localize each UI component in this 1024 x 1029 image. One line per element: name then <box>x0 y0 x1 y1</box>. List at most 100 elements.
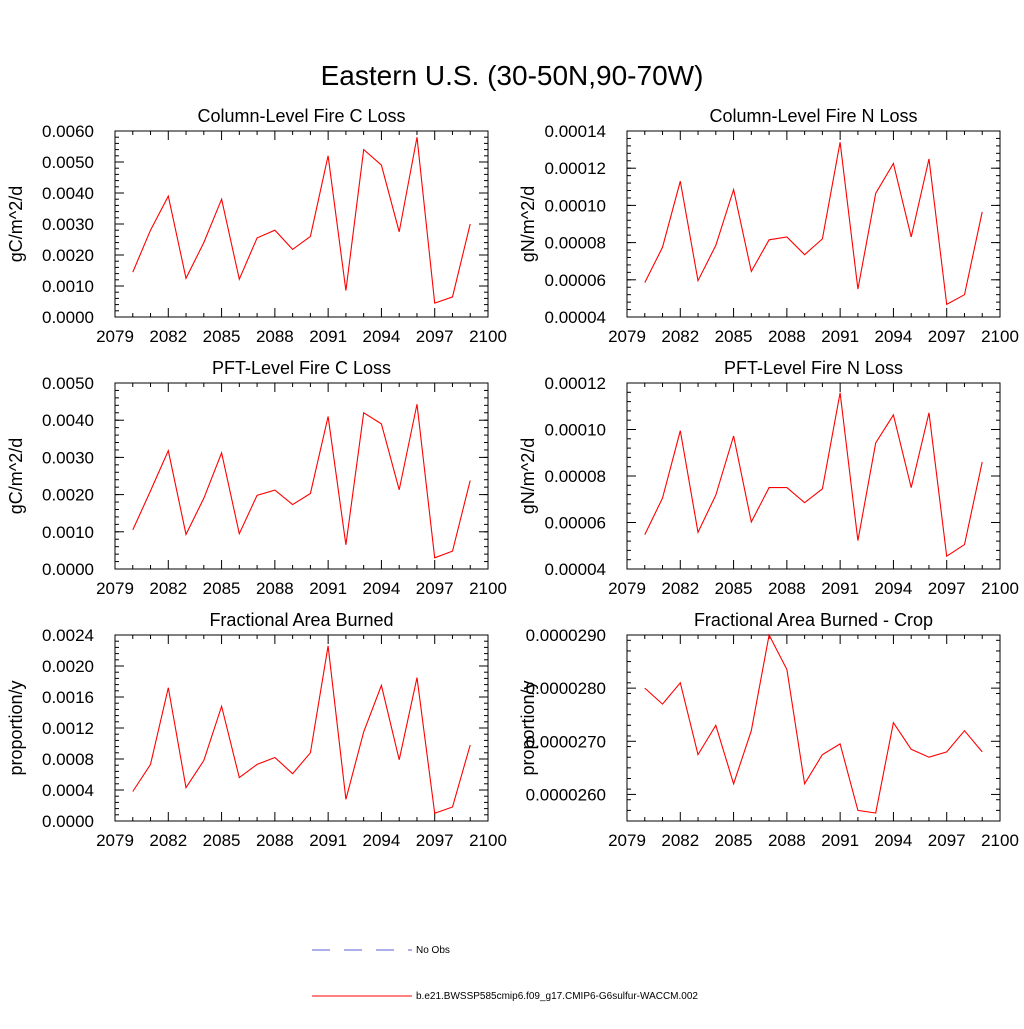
x-tick-label: 2082 <box>661 579 699 598</box>
plot-frame <box>114 382 489 570</box>
x-tick-label: 2082 <box>661 327 699 346</box>
legend: No Obs b.e21.BWSSP585cmip6.f09_g17.CMIP6… <box>312 945 698 1002</box>
y-tick-label: 0.00012 <box>545 374 606 393</box>
y-tick-label: 0.0030 <box>42 448 94 467</box>
chart-panels: Column-Level Fire C Loss gC/m^2/d 2079 2082… <box>6 106 1019 850</box>
y-tick-label: 0.0010 <box>42 277 94 296</box>
x-tick-label: 2079 <box>608 831 646 850</box>
chart-panel-4: PFT-Level Fire N Loss gN/m^2/d 2079 2082 208… <box>518 358 1019 598</box>
series-line <box>644 633 983 814</box>
x-tick-label: 2097 <box>416 579 454 598</box>
x-tick-label: 2100 <box>469 327 507 346</box>
x-tick-label: 2097 <box>416 327 454 346</box>
series-line <box>132 137 471 304</box>
series-line <box>644 392 983 558</box>
x-tick-label: 2094 <box>363 831 401 850</box>
x-tick-label: 2088 <box>768 327 806 346</box>
x-tick-label: 2100 <box>981 579 1019 598</box>
y-axis-label: gC/m^2/d <box>6 186 26 262</box>
plot-frame <box>626 382 1001 570</box>
x-tick-label: 2091 <box>821 831 859 850</box>
x-tick-label: 2097 <box>416 831 454 850</box>
x-tick-label: 2082 <box>661 831 699 850</box>
y-tick-label: 0.0050 <box>42 374 94 393</box>
y-tick-label: 0.0012 <box>42 719 94 738</box>
x-tick-label: 2085 <box>203 831 241 850</box>
y-tick-label: 0.00010 <box>545 421 606 440</box>
x-tick-label: 2094 <box>363 327 401 346</box>
y-tick-label: 0.0000 <box>42 812 94 831</box>
y-tick-label: 0.00010 <box>545 196 606 215</box>
panel-title: Fractional Area Burned - Crop <box>694 610 933 630</box>
y-tick-label: 0.00004 <box>545 308 606 327</box>
chart-panel-5: Fractional Area Burned proportion/y 2079 20… <box>6 610 507 850</box>
x-tick-label: 2082 <box>149 579 187 598</box>
y-tick-label: 0.0024 <box>42 626 94 645</box>
x-tick-label: 2100 <box>469 579 507 598</box>
x-tick-label: 2079 <box>96 831 134 850</box>
y-tick-label: 0.00014 <box>545 122 606 141</box>
y-tick-label: 0.0000260 <box>526 785 606 804</box>
x-tick-label: 2079 <box>96 327 134 346</box>
x-tick-label: 2094 <box>875 327 913 346</box>
x-tick-label: 2091 <box>821 327 859 346</box>
x-tick-label: 2097 <box>928 831 966 850</box>
y-tick-label: 0.0010 <box>42 523 94 542</box>
x-tick-label: 2085 <box>715 579 753 598</box>
chart-panel-1: Column-Level Fire C Loss gC/m^2/d 2079 2082… <box>6 106 507 346</box>
panel-title: Fractional Area Burned <box>209 610 393 630</box>
y-tick-label: 0.0000290 <box>526 626 606 645</box>
y-axis-label: proportion/y <box>518 680 538 775</box>
y-tick-label: 0.0060 <box>42 122 94 141</box>
x-tick-label: 2100 <box>469 831 507 850</box>
legend-label-experiment: b.e21.BWSSP585cmip6.f09_g17.CMIP6-G6sulf… <box>416 991 698 1002</box>
y-tick-label: 0.0040 <box>42 411 94 430</box>
x-tick-label: 2088 <box>256 831 294 850</box>
y-tick-label: 0.0000 <box>42 560 94 579</box>
panel-title: Column-Level Fire N Loss <box>709 106 917 126</box>
legend-label-no-obs: No Obs <box>416 945 450 956</box>
panel-title: PFT-Level Fire N Loss <box>724 358 903 378</box>
chart-panel-3: PFT-Level Fire C Loss gC/m^2/d 2079 2082 208… <box>6 358 507 598</box>
x-tick-label: 2082 <box>149 831 187 850</box>
plot-frame <box>626 634 1001 822</box>
y-tick-label: 0.0000 <box>42 308 94 327</box>
y-tick-label: 0.00006 <box>545 271 606 290</box>
x-tick-label: 2082 <box>149 327 187 346</box>
x-tick-label: 2091 <box>309 831 347 850</box>
x-tick-label: 2085 <box>715 831 753 850</box>
x-tick-label: 2100 <box>981 327 1019 346</box>
x-tick-label: 2088 <box>768 579 806 598</box>
figure-title: Eastern U.S. (30-50N,90-70W) <box>321 60 704 91</box>
y-tick-label: 0.0000280 <box>526 679 606 698</box>
x-tick-label: 2091 <box>821 579 859 598</box>
x-tick-label: 2094 <box>875 831 913 850</box>
plot-frame <box>114 130 489 318</box>
x-tick-label: 2094 <box>363 579 401 598</box>
x-tick-label: 2091 <box>309 327 347 346</box>
x-tick-label: 2088 <box>256 327 294 346</box>
y-tick-label: 0.00008 <box>545 467 606 486</box>
y-tick-label: 0.0008 <box>42 750 94 769</box>
x-tick-label: 2088 <box>768 831 806 850</box>
y-axis-label: gN/m^2/d <box>518 438 538 514</box>
y-tick-label: 0.0020 <box>42 486 94 505</box>
x-tick-label: 2079 <box>96 579 134 598</box>
chart-panel-6: Fractional Area Burned - Crop proportion/… <box>518 610 1019 850</box>
y-axis-label: gC/m^2/d <box>6 438 26 514</box>
y-tick-label: 0.0040 <box>42 184 94 203</box>
x-tick-label: 2091 <box>309 579 347 598</box>
y-tick-label: 0.00006 <box>545 514 606 533</box>
x-tick-label: 2094 <box>875 579 913 598</box>
y-tick-label: 0.0020 <box>42 246 94 265</box>
series-line <box>644 142 983 306</box>
series-line <box>132 645 471 815</box>
y-tick-label: 0.00004 <box>545 560 606 579</box>
y-tick-label: 0.0016 <box>42 688 94 707</box>
y-tick-label: 0.0050 <box>42 153 94 172</box>
x-tick-label: 2079 <box>608 579 646 598</box>
y-tick-label: 0.00008 <box>545 234 606 253</box>
x-tick-label: 2100 <box>981 831 1019 850</box>
